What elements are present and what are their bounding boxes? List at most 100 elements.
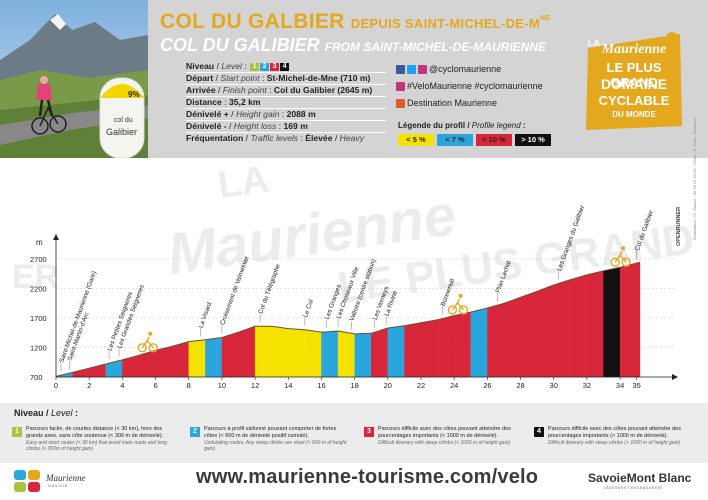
- x-tick-label: 34: [616, 381, 624, 390]
- credit-text: Réalisation : Cl. Savoie - 06 69 21 69 5…: [692, 115, 697, 240]
- profile-segment: [387, 325, 405, 378]
- level-badge-2: 2: [260, 62, 270, 71]
- social-handle[interactable]: @cyclomaurienne: [396, 61, 543, 78]
- profile-segment: [72, 367, 90, 378]
- legend-item-lt10: < 10 %: [476, 134, 512, 146]
- x-tick-label: 12: [251, 381, 259, 390]
- info-denivele-moins: Dénivelé - / Height loss : 169 m: [186, 121, 308, 131]
- header-photo: 9% col du Galibier: [0, 0, 148, 158]
- level-badge-3: 3: [270, 62, 280, 71]
- x-tick-label: 30: [550, 381, 558, 390]
- profile-segment: [171, 341, 189, 378]
- level-description-en: Difficult itinerary with steep climbs (<…: [378, 440, 511, 446]
- info-frequentation: Fréquentation / Traffic levels : Élevée …: [186, 133, 365, 143]
- svg-text:Le Col: Le Col: [302, 299, 315, 319]
- y-tick-label: 2200: [30, 285, 47, 294]
- x-tick-label: 32: [583, 381, 591, 390]
- profile-segment: [238, 326, 256, 378]
- cyclist-icon: [447, 293, 469, 315]
- level-description-en: Easy and short routes (< 30 km) that avo…: [26, 440, 168, 452]
- x-axis-arrow: [672, 374, 678, 380]
- x-tick-label: 0: [54, 381, 58, 390]
- waypoint-label: Saint-Michel-de-Maurienne (Gare): [58, 270, 98, 372]
- openrunner-mark: OPENRUNNER: [676, 206, 682, 246]
- title-fr: COL DU GALBIER DEPUIS SAINT-MICHEL-DE-MN…: [160, 10, 551, 33]
- level-description: Parcours à profil vallonné pouvant compo…: [204, 426, 337, 439]
- logo-line1: LE PLUS GRAND: [606, 60, 662, 90]
- profile-segment: [271, 326, 289, 378]
- maurienne-logo-text: Maurienne: [46, 473, 86, 483]
- x-tick-label: 22: [417, 381, 425, 390]
- waypoint-label: Le Col: [302, 299, 315, 326]
- info-depart: Départ / Start point : St-Michel-de-Mne …: [186, 73, 371, 83]
- facebook-icon: [396, 65, 405, 75]
- header: 9% col du Galibier COL DU GALBIER DEPUIS…: [0, 0, 708, 158]
- x-tick-label: 8: [187, 381, 191, 390]
- savoie-mont-blanc-tagline: réalisons l'exceptionnel: [604, 485, 663, 490]
- legend-item-lt7: < 7 %: [437, 134, 473, 146]
- profile-segment: [205, 337, 223, 378]
- profile-segment: [304, 329, 322, 378]
- profile-segment: [155, 346, 173, 378]
- logo-line3: CYCLABLE: [598, 93, 670, 108]
- photo-sign-line1: col du: [114, 117, 133, 124]
- footer: Maurienne SAVOIE www.maurienne-tourisme.…: [0, 463, 708, 500]
- profile-segment: [586, 270, 604, 378]
- x-tick-label: 4: [120, 381, 124, 390]
- profile-segment: [619, 262, 641, 378]
- profile-segment: [254, 326, 272, 378]
- title-en: COL DU GALIBIER FROM SAINT-MICHEL-DE-MAU…: [160, 35, 547, 55]
- social-destination[interactable]: Destination Maurienne: [396, 95, 543, 112]
- logo-line2: DOMAINE: [600, 76, 668, 92]
- elevation-profile-chart: LA Maurienne ER LE PLUS GRAND DOMAINE 70…: [12, 158, 697, 390]
- level-description: Parcours facile, de courtes distance (< …: [26, 426, 164, 439]
- title-area: COL DU GALBIER DEPUIS SAINT-MICHEL-DE-MN…: [160, 10, 550, 56]
- profile-segment: [553, 279, 571, 378]
- legend-boxes: < 5 % < 7 % < 10 % > 10 %: [398, 134, 551, 146]
- profile-segment: [337, 330, 355, 378]
- level-description-en: Difficult itinerary with steep climbs (>…: [548, 440, 681, 446]
- x-tick-label: 6: [153, 381, 157, 390]
- profile-segment: [520, 291, 538, 378]
- info-distance: Distance : 35,2 km: [186, 97, 261, 107]
- maurienne-logo-sub: SAVOIE: [48, 483, 69, 488]
- profile-segment: [536, 284, 554, 378]
- cyclist-icon: [610, 246, 631, 267]
- level-description: Parcours difficile avec des côtes pouvan…: [378, 426, 511, 439]
- profile-segment: [503, 297, 521, 378]
- profile-segment: [404, 322, 422, 378]
- level-number: 3: [364, 427, 374, 437]
- x-tick-label: 14: [284, 381, 292, 390]
- profile-segment: [603, 267, 621, 378]
- twitter-icon: [407, 65, 416, 75]
- levels-panel: Niveau / Level : 1 Parcours facile, de c…: [0, 403, 708, 463]
- website-url[interactable]: www.maurienne-tourisme.com/velo: [196, 466, 539, 488]
- photo-sign-line2: Galibier: [106, 127, 137, 137]
- level-badge-1: 1: [250, 62, 260, 71]
- profile-segment: [437, 315, 455, 378]
- profile-segment: [371, 327, 388, 378]
- profile-segment: [487, 303, 505, 378]
- legend-item-lt5: < 5 %: [398, 134, 434, 146]
- x-tick-label: 26: [483, 381, 491, 390]
- x-tick-label: 20: [384, 381, 392, 390]
- profile-segment: [570, 274, 588, 378]
- svg-text:ER: ER: [12, 258, 59, 296]
- profile-segment: [470, 307, 488, 378]
- logo-la: LA: [588, 38, 600, 48]
- x-tick-label: 2: [87, 381, 91, 390]
- maurienne-logo-icon: [14, 470, 40, 492]
- savoie-mont-blanc-logo: SavoieMont Blanc: [588, 471, 692, 485]
- x-tick-label: 16: [317, 381, 325, 390]
- svg-text:Saint-Michel-de-Maurienne (Gar: Saint-Michel-de-Maurienne (Gare): [58, 270, 98, 364]
- y-axis-arrow: [53, 234, 59, 240]
- x-tick-label: 28: [516, 381, 524, 390]
- legend-title: Légende du profil / Profile legend :: [398, 121, 526, 130]
- social-hashtags[interactable]: #VeloMaurienne #cyclomaurienne: [396, 78, 543, 95]
- level-description: Parcours difficile avec des côtes pouvan…: [548, 426, 681, 439]
- level-number: 1: [12, 427, 22, 437]
- profile-segment: [221, 331, 239, 378]
